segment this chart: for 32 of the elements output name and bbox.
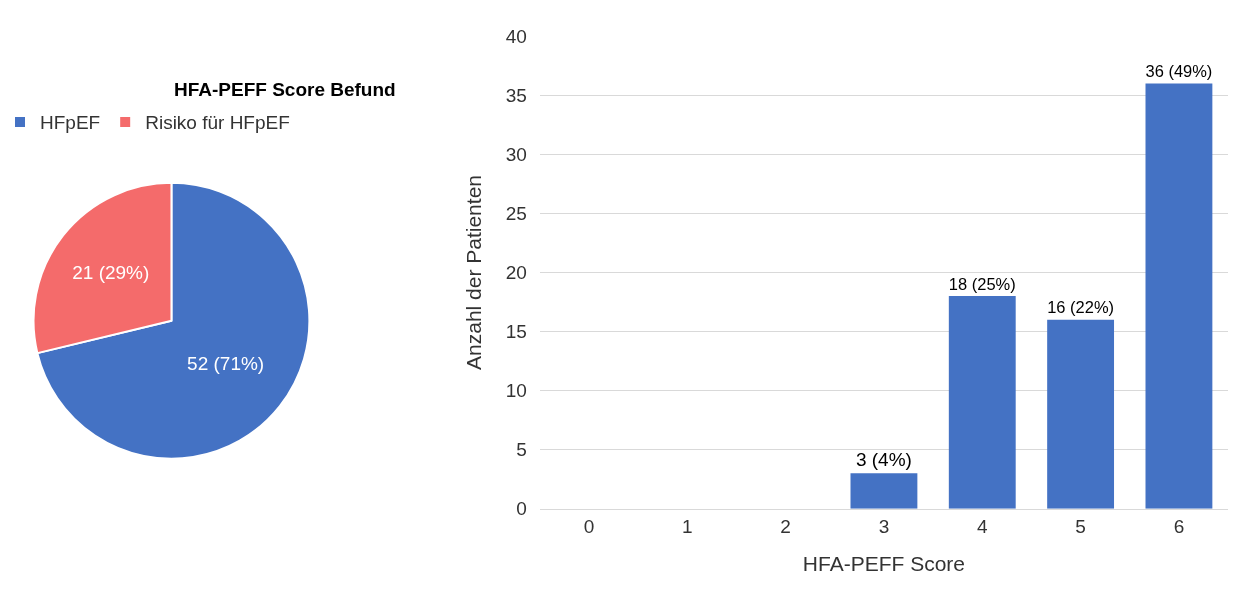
data-label: 52 (71%)	[187, 352, 265, 374]
text: 36 (49%)	[1145, 61, 1213, 80]
x-axis-title: HFA-PEFF Score	[802, 551, 966, 575]
x-tick-label: 0	[583, 515, 595, 537]
y-tick-label: 20	[505, 262, 527, 284]
x-tick-label: 6	[1173, 515, 1185, 537]
y-tick-label: 15	[505, 321, 527, 343]
y-tick-label: 5	[516, 439, 527, 461]
y-axis-title: Anzahl der Patienten	[461, 175, 485, 370]
text: 3 (4%)	[855, 449, 912, 471]
pie-slice	[36, 181, 311, 460]
chart-title: HFA-PEFF Score Befund	[174, 79, 396, 100]
x-tick-label: 1	[681, 515, 693, 537]
y-tick-label: 25	[505, 203, 527, 225]
text: 18 (25%)	[948, 274, 1016, 293]
text: 16 (22%)	[1047, 298, 1115, 317]
bar	[948, 296, 1016, 509]
y-tick-label: 35	[505, 84, 527, 106]
bar	[1145, 83, 1213, 509]
y-tick-label: 10	[505, 380, 527, 402]
x-tick-label: 4	[976, 515, 988, 537]
x-tick-label: 2	[780, 515, 791, 537]
legend-label: Risiko für HFpEF	[145, 112, 290, 134]
x-tick-label: 3	[878, 515, 890, 537]
bar	[850, 473, 918, 509]
y-tick-label: 0	[516, 498, 527, 520]
x-tick-label: 5	[1075, 515, 1086, 537]
bar	[1047, 319, 1115, 509]
data-label: 21 (29%)	[72, 262, 150, 284]
legend-label: HFpEF	[40, 112, 101, 134]
y-tick-label: 30	[505, 143, 527, 165]
y-tick-label: 40	[505, 25, 527, 47]
